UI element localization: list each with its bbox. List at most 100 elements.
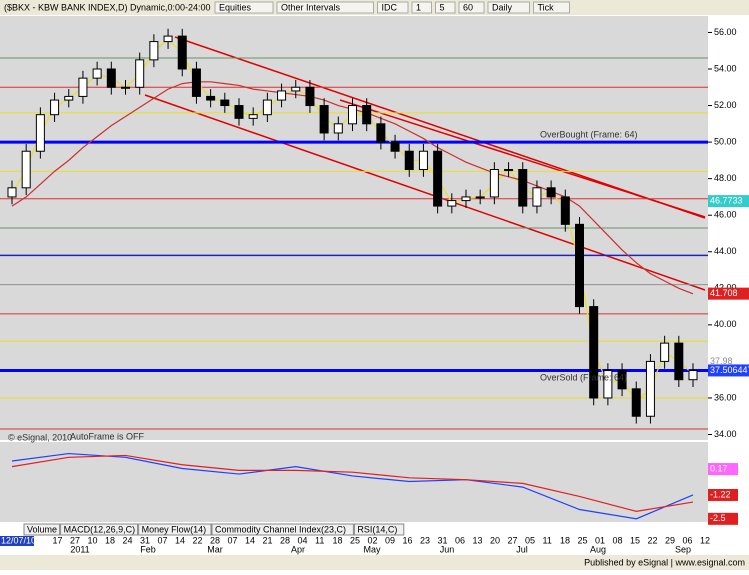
macd-tag	[708, 488, 738, 501]
candle-body	[206, 95, 216, 101]
status: Published by eSignal | www.esignal.com	[584, 557, 745, 567]
candle-body	[362, 105, 372, 125]
candle-body	[177, 35, 187, 70]
candle-body	[589, 306, 599, 399]
tab[interactable]	[60, 523, 139, 536]
x-day-label: 22	[193, 535, 203, 545]
tab-label: MACD(12,26,9,C)	[64, 524, 136, 534]
toolbar-button[interactable]	[487, 1, 530, 14]
x-day-label: 01	[595, 535, 605, 545]
x-day-label: 09	[385, 535, 395, 545]
toolbar-button[interactable]	[411, 1, 432, 14]
annotation: OverBought (Frame: 64)	[540, 129, 638, 139]
x-day-label: 18	[560, 535, 570, 545]
date-box	[0, 536, 34, 546]
candle-body	[319, 105, 329, 134]
candle-body	[560, 196, 570, 225]
toolbar-label: 60	[463, 2, 473, 12]
toolbar-button[interactable]	[458, 1, 485, 14]
candle-body	[191, 68, 201, 97]
candle-body	[546, 187, 556, 198]
candle-body	[291, 86, 301, 92]
candle-body	[7, 187, 17, 198]
tab-label: Volume	[27, 524, 57, 534]
price-tag-label: 37.506447	[710, 365, 749, 375]
toolbar-button[interactable]	[214, 1, 274, 14]
y-tick-label: 40.00	[714, 319, 737, 329]
annotation: AutoFrame is OFF	[70, 431, 145, 441]
x-day-label: 31	[438, 535, 448, 545]
macd-line	[11, 452, 694, 520]
candle-body	[21, 150, 31, 189]
candle-body	[35, 114, 45, 152]
price-tag-label: 37.98	[710, 356, 733, 366]
x-day-label: 02	[368, 535, 378, 545]
y-tick-label: 36.00	[714, 392, 737, 402]
macd-tag-label: -1.22	[710, 489, 731, 499]
candle-body	[135, 59, 145, 88]
x-day-label: 21	[263, 535, 273, 545]
tab-label: Commodity Channel Index(23,C)	[215, 524, 346, 534]
toolbar-label: Daily	[492, 2, 513, 12]
tab[interactable]	[138, 523, 212, 536]
toolbar-button[interactable]	[276, 1, 374, 14]
candle-body	[532, 187, 542, 207]
x-month-label: Feb	[140, 544, 156, 554]
price-tag-label: 41.708	[710, 288, 738, 298]
toolbar-label: 1	[416, 2, 421, 12]
x-day-label: 22	[648, 535, 658, 545]
price-tag	[708, 287, 749, 300]
x-month-label: Mar	[207, 544, 223, 554]
x-day-label: 05	[525, 535, 535, 545]
x-day-label: 24	[123, 535, 133, 545]
candle-body	[660, 342, 670, 362]
symbol: ($BKX - KBW BANK INDEX,D) Dynamic,0:00-2…	[4, 2, 211, 12]
trend-line	[339, 99, 706, 218]
x-day-label: 16	[403, 535, 413, 545]
x-month-label: Jul	[516, 544, 528, 554]
trend-line	[144, 94, 706, 291]
x-day-label: 13	[473, 535, 483, 545]
tab[interactable]	[23, 523, 61, 536]
candle-body	[220, 99, 230, 107]
candle-body	[631, 388, 641, 417]
x-month-label: 2011	[70, 544, 89, 554]
candle-body	[262, 99, 272, 116]
toolbar-button[interactable]	[533, 1, 570, 14]
x-day-label: 28	[280, 535, 290, 545]
x-day-label: 04	[298, 535, 308, 545]
x-day-label: 15	[630, 535, 640, 545]
candle-body	[489, 169, 499, 198]
candle-body	[348, 105, 357, 125]
x-day-label: 18	[105, 535, 115, 545]
candle-body	[418, 150, 428, 171]
x-day-label: 29	[665, 535, 675, 545]
y-tick-label: 56.00	[714, 27, 737, 37]
x-day-label: 07	[158, 535, 168, 545]
toolbar-button[interactable]	[435, 1, 456, 14]
candle-body	[575, 223, 584, 308]
candle-body	[390, 141, 400, 152]
macd-tag-label: 0.17	[710, 463, 728, 473]
candle-body	[518, 169, 528, 207]
tab[interactable]	[353, 523, 405, 536]
toolbar-button[interactable]	[377, 1, 409, 14]
toolbar-label: Other Intervals	[281, 2, 341, 12]
macd-tag	[708, 463, 738, 476]
candle-body	[603, 370, 613, 399]
candle-body	[674, 342, 684, 381]
toolbar-label: 5	[440, 2, 445, 12]
x-day-label: 27	[508, 535, 518, 545]
x-day-label: 12/07/10	[1, 535, 36, 545]
trend-line	[174, 36, 706, 219]
x-month-label: Aug	[590, 544, 606, 554]
x-day-label: 12	[700, 535, 710, 545]
annotation: © eSignal, 2010	[8, 432, 72, 442]
candle-body	[475, 196, 485, 199]
x-day-label: 10	[88, 535, 98, 545]
tab[interactable]	[211, 523, 354, 536]
price-tag	[708, 195, 749, 208]
y-tick-label: 54.00	[714, 63, 737, 73]
candle-body	[504, 169, 514, 172]
x-day-label: 27	[70, 535, 80, 545]
